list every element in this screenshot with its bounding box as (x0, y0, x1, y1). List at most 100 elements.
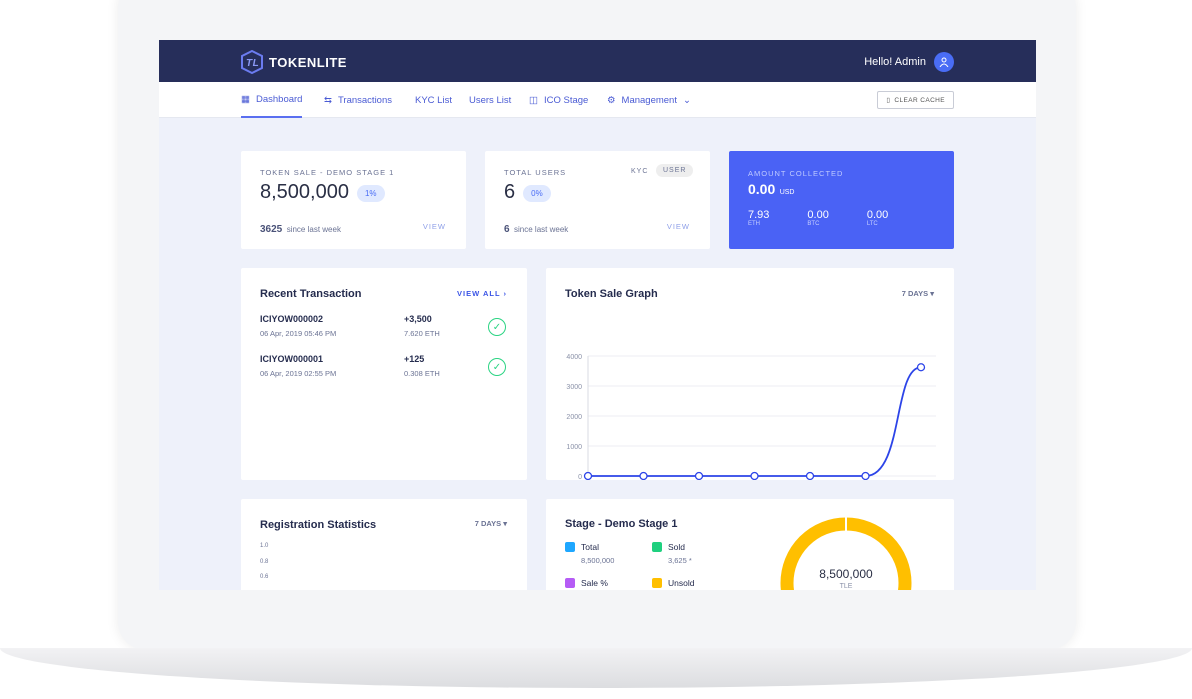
legend-sale-pct: Sale % (565, 578, 608, 588)
amount-unit: USD (779, 189, 795, 196)
legend-value: 8,500,000 (581, 556, 615, 565)
tx-amount: +3,500 (404, 314, 432, 324)
check-icon: ✓ (488, 358, 506, 376)
clear-cache-label: CLEAR CACHE (894, 96, 945, 104)
token-value: 8,500,000 (260, 181, 349, 203)
coin-value: 0.00 (866, 209, 889, 221)
range-label: 7 DAYS (901, 289, 929, 298)
data-point (694, 471, 704, 480)
legend-value: 3,625 * (668, 556, 692, 565)
grid-icon: ▦ (241, 93, 250, 105)
pct-badge: 0% (523, 185, 551, 203)
y-tick-label: 4000 (566, 354, 582, 361)
token-sale-graph-card: Token Sale Graph 7 DAYS ▾ 0 1000 2000 3000 4… (546, 268, 954, 480)
nav-label: Management (621, 94, 677, 106)
total-users-card: TOTAL USERS KYC USER 6 0% 6 since last we… (485, 151, 710, 249)
series-line (587, 366, 922, 477)
data-point (916, 363, 926, 372)
nav-dashboard[interactable]: ▦ Dashboard (241, 82, 303, 118)
tx-eth: 7.620 ETH (404, 329, 440, 338)
donut-unit: TLE (839, 583, 853, 590)
nav-kyc-list[interactable]: KYC List (415, 82, 452, 118)
legend-label: Sold (668, 542, 686, 552)
legend-label: Total (581, 542, 599, 552)
tx-id: ICIYOW000002 (260, 314, 324, 324)
card-label: TOTAL USERS (504, 168, 567, 177)
logo-icon: TL (241, 50, 263, 74)
stage-donut (780, 517, 912, 590)
legend-label: Unsold (668, 578, 695, 588)
swatch (565, 542, 575, 552)
pct-badge: 1% (356, 185, 385, 203)
card-title: Stage - Demo Stage 1 (565, 518, 678, 530)
brand-name: TOKENLITE (269, 54, 347, 70)
swatch (565, 578, 575, 588)
user-menu[interactable]: Hello! Admin (864, 52, 954, 72)
card-label: TOKEN SALE - DEMO STAGE 1 (260, 168, 395, 177)
svg-text:TL: TL (246, 58, 259, 69)
data-point (805, 471, 815, 480)
swatch (652, 578, 662, 588)
data-point (861, 471, 870, 480)
token-sale-card: TOKEN SALE - DEMO STAGE 1 8,500,000 1% 36… (241, 151, 466, 249)
view-all-link[interactable]: VIEW ALL › (456, 289, 507, 298)
nav-label: Users List (469, 94, 512, 106)
clear-cache-button[interactable]: ▯ CLEAR CACHE (877, 91, 954, 109)
coin-code: BTC (807, 221, 820, 227)
coin-value: 0.00 (807, 209, 829, 221)
tx-id: ICIYOW000001 (260, 354, 324, 364)
legend-unsold: Unsold (652, 578, 694, 588)
view-link[interactable]: VIEW (666, 222, 690, 231)
check-icon: ✓ (488, 318, 506, 336)
greeting: Hello! Admin (864, 56, 926, 68)
laptop-base (0, 648, 1192, 688)
view-link[interactable]: VIEW (422, 222, 446, 231)
nav-users-list[interactable]: Users List (469, 82, 511, 118)
top-bar: TL TOKENLITE Hello! Admin (159, 40, 1036, 82)
swap-icon: ⇆ (324, 94, 332, 106)
coins-icon: ◫ (529, 94, 538, 106)
nav-label: Dashboard (255, 93, 303, 105)
nav-label: KYC List (415, 94, 452, 106)
coin-value: 7.93 (748, 209, 770, 221)
nav-ico-stage[interactable]: ◫ ICO Stage (529, 82, 588, 118)
tx-eth: 0.308 ETH (404, 369, 440, 378)
users-value: 6 (504, 181, 516, 203)
user-tab[interactable]: USER (656, 164, 694, 177)
legend-total: Total (565, 542, 599, 552)
range-dropdown[interactable]: 7 DAYS ▾ (901, 289, 934, 298)
y-tick-label: 2000 (566, 414, 582, 421)
card-title: Recent Transaction (260, 288, 362, 300)
coin-btc: 0.00 BTC (807, 209, 828, 227)
data-point (583, 471, 593, 480)
main-nav: ▦ Dashboard ⇆ Transactions KYC List Users … (159, 82, 1036, 118)
kyc-tab[interactable]: KYC (631, 168, 649, 175)
y-tick: 0.6 (260, 574, 269, 580)
registration-statistics-card: Registration Statistics 7 DAYS ▾ 1.0 0.8… (241, 499, 527, 590)
range-dropdown[interactable]: 7 DAYS ▾ (474, 519, 507, 528)
nav-transactions[interactable]: ⇆ Transactions (324, 82, 392, 118)
tx-amount: +125 (404, 354, 425, 364)
screen: TL TOKENLITE Hello! Admin ▦ Dashboard ⇆ Tr… (159, 40, 1036, 590)
amount-value: 0.00 (748, 181, 776, 197)
recent-transaction-card: Recent Transaction VIEW ALL › ICIYOW0000… (241, 268, 527, 480)
y-tick-label: 0 (578, 474, 582, 480)
token-sale-chart: 0100020003000400031 Mar01 Apr02 Apr03 Ap… (566, 354, 936, 480)
stage-card: Stage - Demo Stage 1 Total 8,500,000 Sol… (546, 499, 954, 590)
logo[interactable]: TL TOKENLITE (241, 50, 347, 74)
user-avatar-icon (934, 52, 954, 72)
legend-label: Sale % (581, 578, 608, 588)
coin-eth: 7.93 ETH (748, 209, 769, 227)
range-label: 7 DAYS (474, 519, 502, 528)
coin-code: ETH (748, 221, 760, 227)
gear-icon: ⚙ (607, 94, 616, 106)
coin-ltc: 0.00 LTC (867, 209, 888, 227)
nav-management[interactable]: ⚙ Management ⌄ (607, 82, 691, 118)
card-title: Token Sale Graph (565, 288, 658, 300)
since-text: since last week (286, 225, 341, 234)
data-point (750, 471, 759, 480)
nav-label: ICO Stage (543, 94, 589, 106)
tx-date: 06 Apr, 2019 05:46 PM (260, 329, 337, 338)
since-value: 3625 (260, 224, 283, 235)
donut-value: 8,500,000 (819, 567, 873, 581)
